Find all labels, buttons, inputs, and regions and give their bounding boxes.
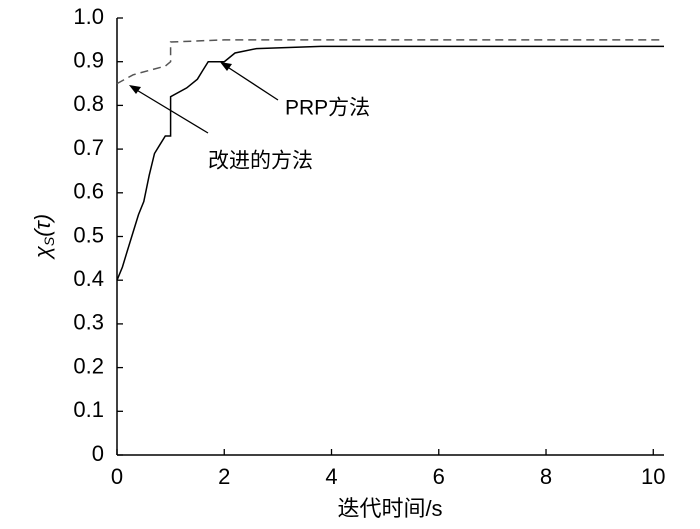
annotation-arrow [225,65,279,101]
y-tick-label: 0 [92,441,104,466]
y-label-subscript: S [41,236,57,246]
x-tick-label: 2 [218,464,230,489]
x-tick-label: 8 [540,464,552,489]
x-tick-label: 10 [641,464,665,489]
series-line [116,39,664,85]
y-tick-label: 0.5 [73,222,104,247]
y-tick-label: 0.9 [73,48,104,73]
y-tick-label: 0.6 [73,179,104,204]
y-tick-label: 0.7 [73,135,104,160]
y-tick-label: 0.2 [73,353,104,378]
y-axis-label: χS(τ) [30,214,57,260]
x-axis-label: 迭代时间/s [337,496,442,521]
annotation-arrow [134,88,209,134]
y-tick-label: 1.0 [73,4,104,29]
y-tick-label: 0.1 [73,397,104,422]
y-label-symbol: χ [30,245,55,260]
y-tick-label: 0.4 [73,266,104,291]
x-tick-label: 4 [325,464,337,489]
x-tick-label: 0 [111,464,123,489]
y-tick-label: 0.3 [73,310,104,335]
annotation: 改进的方法 [208,150,313,173]
x-tick-label: 6 [433,464,445,489]
annotation: PRP方法 [285,97,370,120]
y-tick-label: 0.8 [73,91,104,116]
arrow-head [129,85,141,94]
arrow-head [220,62,232,71]
series-line [116,45,664,281]
y-label-arg: (τ) [30,214,55,237]
